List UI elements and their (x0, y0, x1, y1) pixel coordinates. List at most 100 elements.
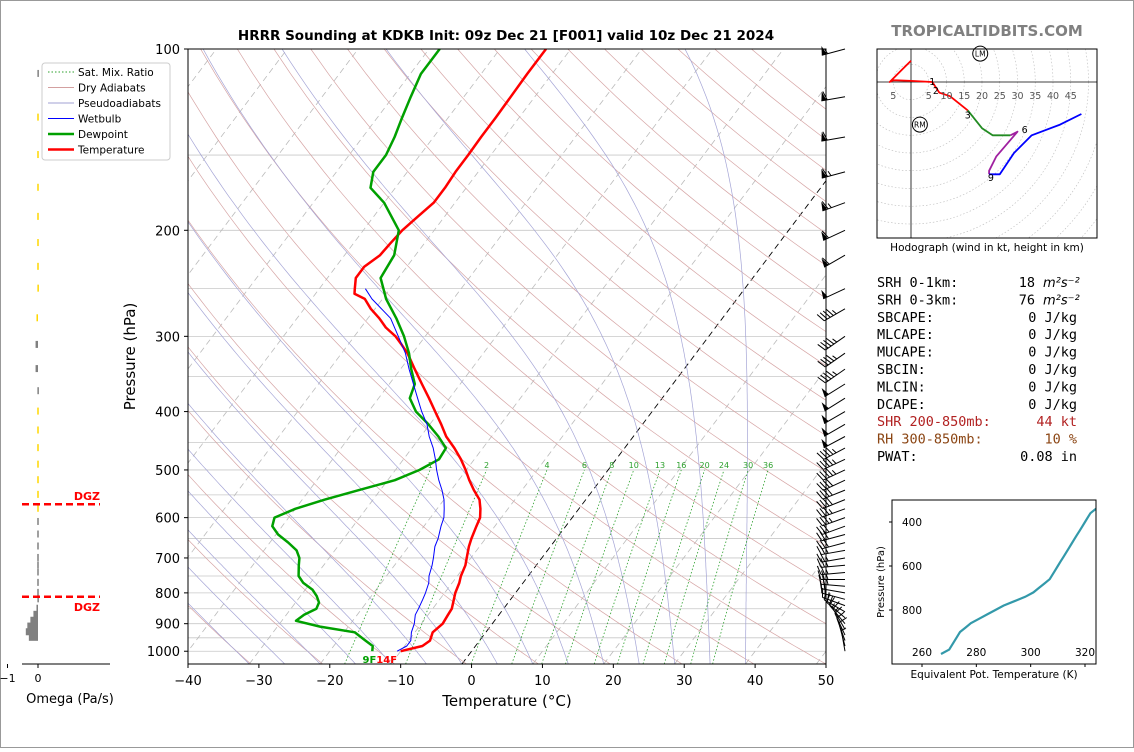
theta-e-x-tick-label: 300 (1021, 647, 1041, 659)
hodograph-ring-label: 35 (1029, 91, 1041, 102)
omega-bar (37, 491, 39, 498)
omega-bar (37, 561, 39, 568)
stat-unit: m²s⁻² (1043, 293, 1080, 308)
omega-bar (37, 213, 39, 220)
stat-value: 18 (1019, 275, 1035, 291)
hodograph-ring-label: 25 (994, 91, 1006, 102)
x-tick-label: 40 (747, 674, 764, 689)
hodograph-height-label: 2 (933, 86, 939, 97)
omega-bar (37, 505, 39, 512)
stat-label: MLCAPE: (877, 327, 934, 343)
hodograph-ring-label: 15 (958, 91, 970, 102)
mixing-ratio-label: 1 (428, 461, 433, 470)
omega-bar (37, 151, 39, 158)
storm-motion-label: LM (975, 50, 986, 59)
omega-bar (37, 461, 39, 468)
omega-bar (33, 611, 38, 618)
legend-label: Temperature (77, 145, 145, 157)
hodograph-height-label: 3 (965, 111, 971, 122)
x-axis-label: Temperature (°C) (441, 692, 571, 710)
hodograph-ring-label: 30 (1011, 91, 1023, 102)
theta-e-x-axis-label: Equivalent Pot. Temperature (K) (910, 669, 1077, 681)
hodograph-height-label: 9 (988, 173, 994, 184)
y-tick-label: 100 (155, 43, 180, 58)
x-tick-label: −20 (316, 674, 343, 689)
y-tick-label: 400 (155, 406, 180, 421)
mixing-ratio-label: 20 (700, 461, 710, 470)
surface-dewpoint-label: 9F (363, 655, 377, 666)
omega-bar (37, 579, 39, 586)
omega-bar (37, 70, 39, 77)
y-tick-label: 500 (155, 464, 180, 479)
stat-value: 10 % (1044, 432, 1077, 448)
y-tick-label: 700 (155, 552, 180, 567)
legend-label: Dewpoint (78, 129, 128, 141)
omega-bar (37, 518, 39, 525)
omega-bar (37, 285, 39, 292)
theta-e-y-axis-label: Pressure (hPa) (876, 546, 887, 618)
y-tick-label: 1000 (147, 645, 180, 660)
theta-e-x-tick-label: 320 (1075, 647, 1095, 659)
stat-value: 0.08 in (1020, 449, 1077, 465)
dgz-label: DGZ (74, 490, 100, 503)
x-tick-label: 20 (605, 674, 622, 689)
dgz-label: DGZ (74, 601, 100, 614)
omega-bar (37, 568, 39, 575)
mixing-ratio-label: 16 (676, 461, 686, 470)
y-axis-label: Pressure (hPa) (121, 303, 139, 411)
omega-bar (36, 605, 38, 612)
stat-value: 0 J/kg (1028, 327, 1077, 343)
stat-label: MLCIN: (877, 379, 926, 395)
x-tick-label: 10 (534, 674, 551, 689)
hodograph-ring-label: 45 (1065, 91, 1077, 102)
stat-label: DCAPE: (877, 397, 926, 413)
surface-temperature-label: 14F (376, 655, 397, 666)
stat-label: RH 300-850mb: (877, 432, 983, 448)
omega-bar (37, 476, 39, 483)
omega-bar (37, 554, 39, 561)
theta-e-x-tick-label: 260 (912, 647, 932, 659)
x-tick-label: 30 (676, 674, 693, 689)
chart-title: HRRR Sounding at KDKB Init: 09z Dec 21 [… (238, 28, 774, 44)
stat-label: PWAT: (877, 449, 918, 465)
hodograph-ring-label: 5 (926, 91, 932, 102)
legend-label: Pseudoadiabats (78, 98, 161, 110)
mixing-ratio-label: 36 (763, 461, 773, 470)
storm-motion-label: RM (914, 121, 926, 130)
y-tick-label: 200 (155, 224, 180, 239)
omega-bar (36, 365, 38, 372)
brand-watermark: TROPICALTIDBITS.COM (891, 22, 1083, 40)
x-tick-label: −30 (245, 674, 272, 689)
omega-bar (37, 184, 39, 191)
mixing-ratio-label: 6 (582, 461, 587, 470)
stat-label: MUCAPE: (877, 345, 934, 361)
stat-value: 0 J/kg (1028, 362, 1077, 378)
x-tick-label: 0 (467, 674, 475, 689)
mixing-ratio-label: 4 (544, 461, 549, 470)
omega-bar (37, 426, 39, 433)
omega-bar (37, 542, 39, 549)
stat-value: 0 J/kg (1028, 397, 1077, 413)
omega-bar (37, 387, 39, 394)
mixing-ratio-label: 30 (743, 461, 753, 470)
mixing-ratio-label: 2 (484, 461, 489, 470)
hodograph-caption: Hodograph (wind in kt, height in km) (890, 242, 1084, 254)
stat-label: SRH 0-3km: (877, 292, 958, 308)
omega-bar (36, 314, 38, 321)
mixing-ratio-label: 10 (629, 461, 639, 470)
x-tick-label: −10 (387, 674, 414, 689)
theta-e-y-tick-label: 800 (902, 605, 922, 617)
mixing-ratio-label: 8 (609, 461, 614, 470)
hodograph-ring-label: 10 (940, 91, 952, 102)
omega-bar (37, 444, 39, 451)
omega-bar (37, 408, 39, 415)
omega-bar (37, 531, 39, 538)
hodograph-height-label: 6 (1022, 125, 1028, 136)
omega-bar (37, 114, 39, 121)
theta-e-y-tick-label: 600 (902, 561, 922, 573)
hodograph-ring-label: 5 (890, 91, 896, 102)
legend-label: Wetbulb (78, 114, 122, 126)
